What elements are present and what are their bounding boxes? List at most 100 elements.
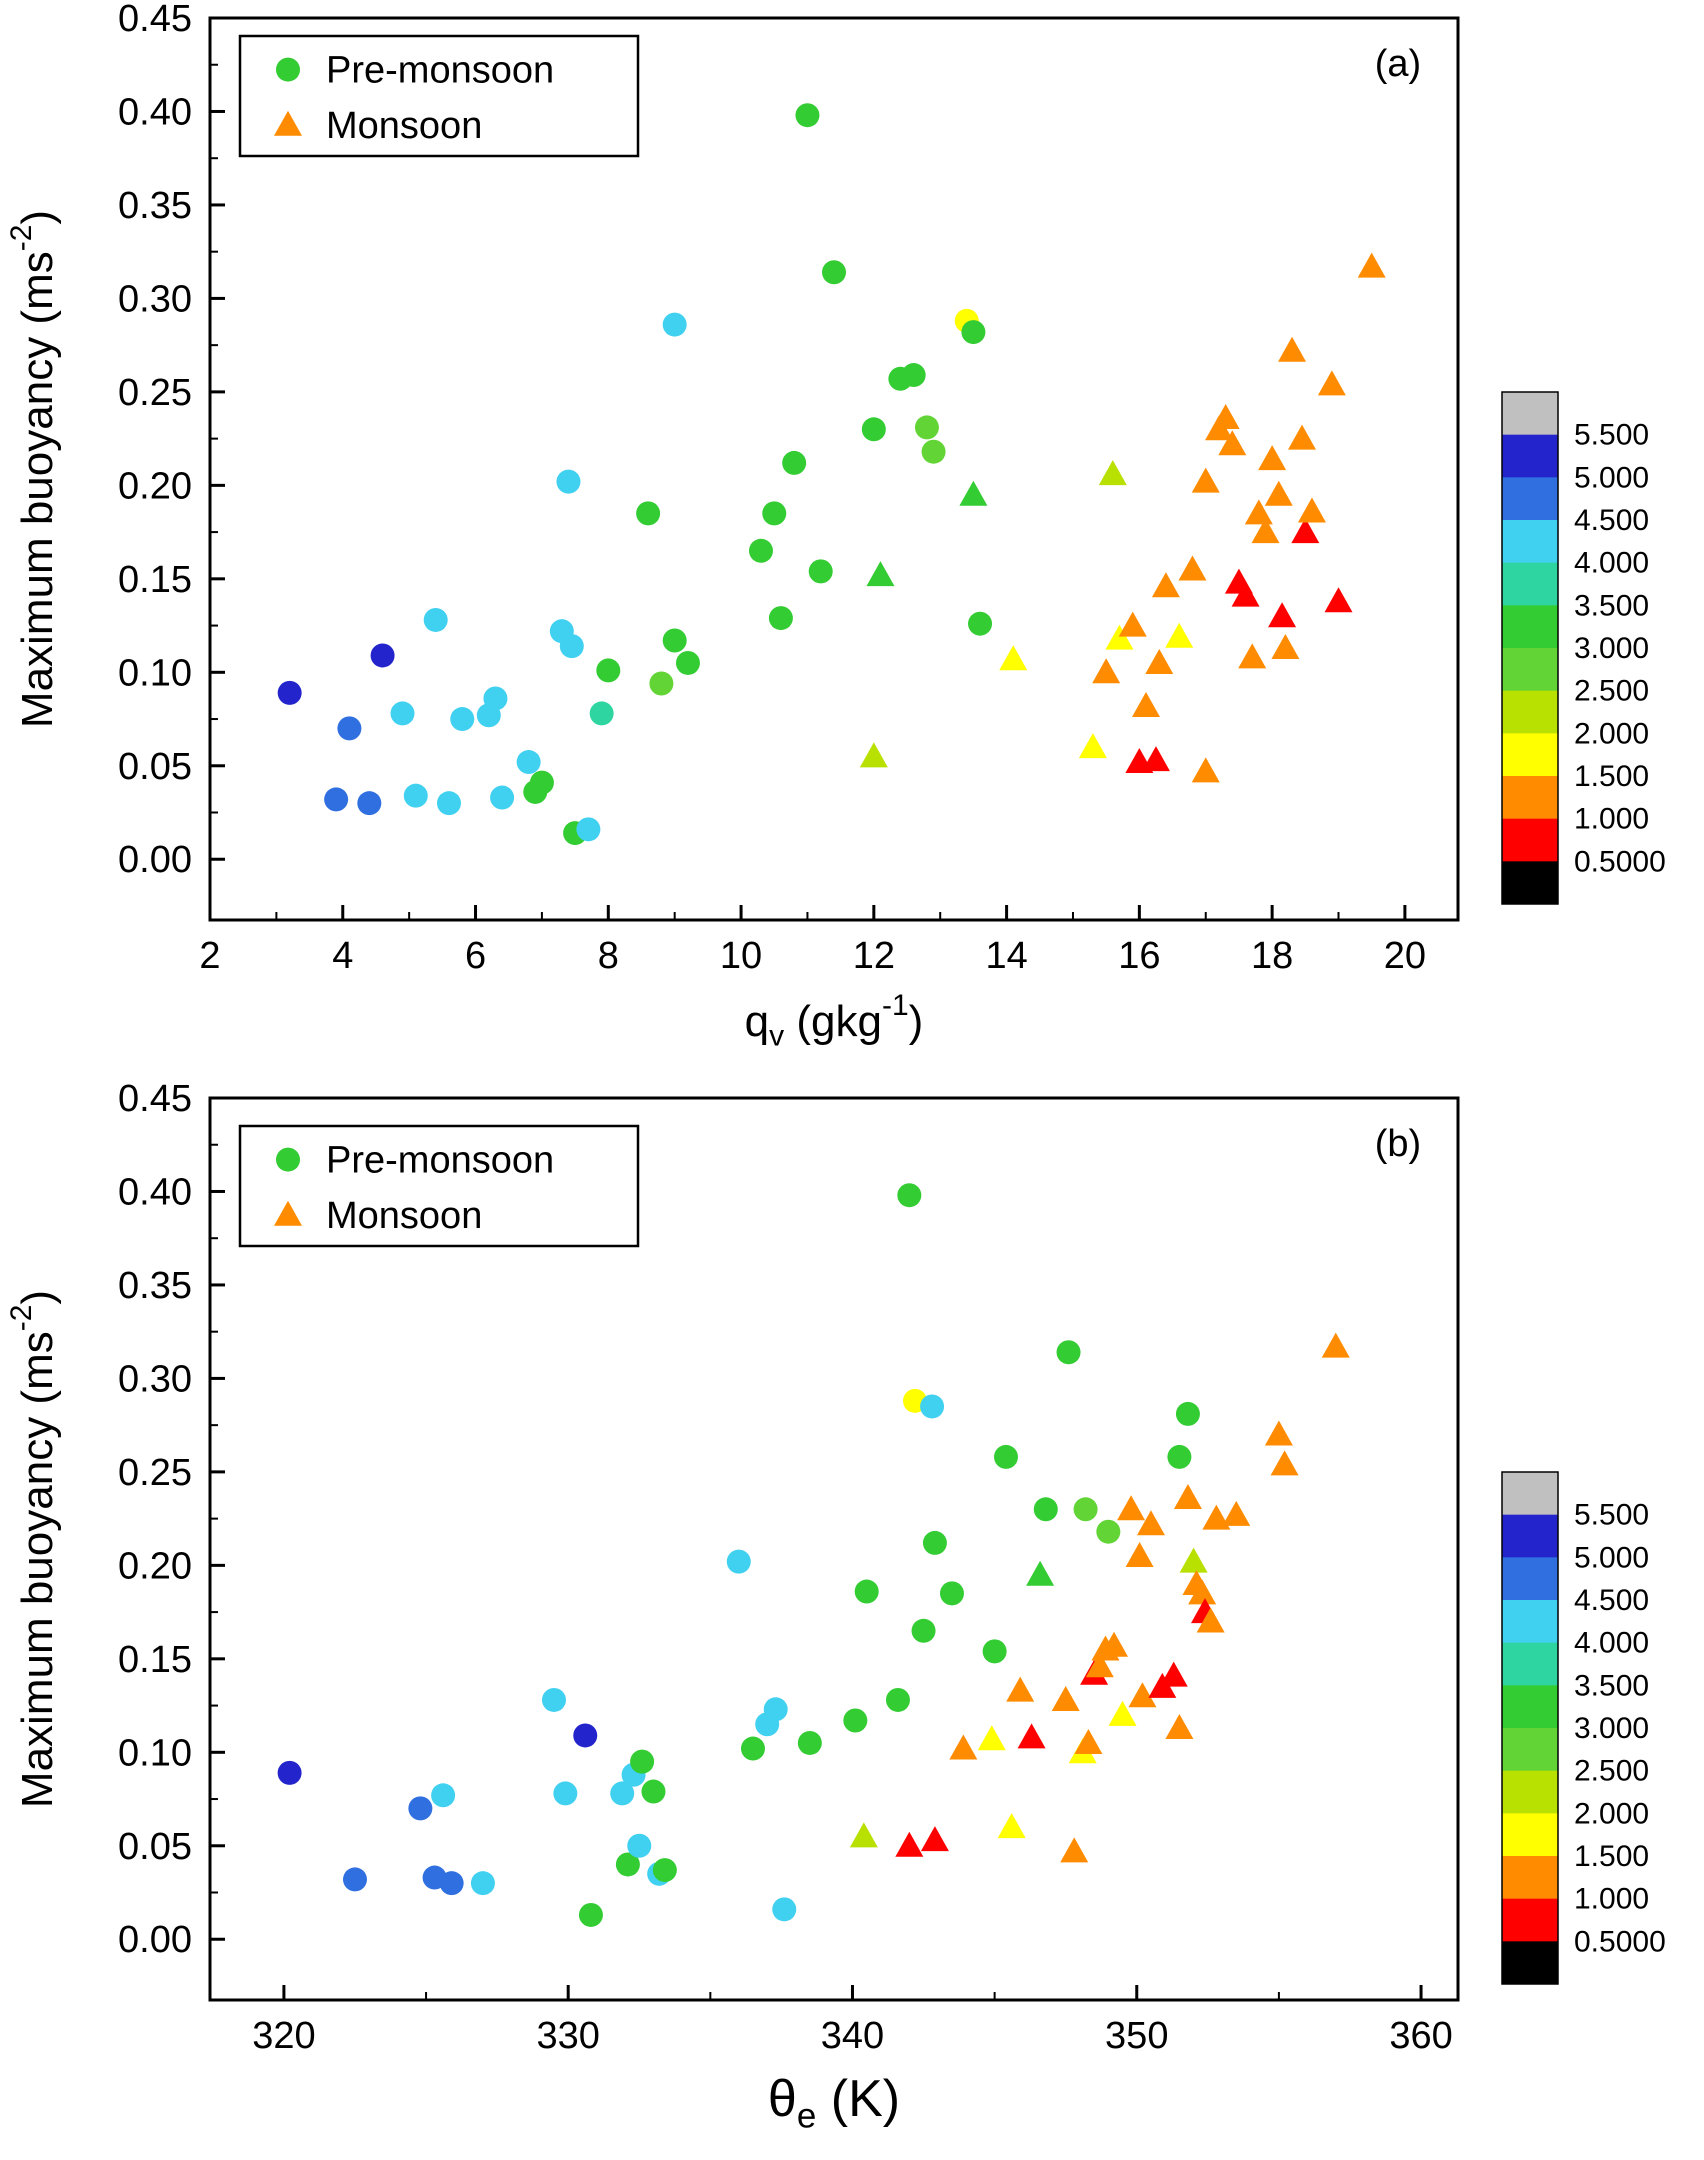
data-point-circle xyxy=(337,716,362,741)
colorbar-label: 1.500 xyxy=(1574,760,1649,793)
colorbar-outline xyxy=(1501,391,1559,905)
colorbar-segment xyxy=(1502,477,1558,521)
data-point-circle xyxy=(1073,1497,1098,1522)
data-point-triangle xyxy=(1118,611,1147,637)
data-point-circle xyxy=(553,1781,578,1806)
axes: 320 330 340 350 360 0.00 0.05 0.10 0.15 0.20 0.25 0… xyxy=(118,1080,1453,2057)
data-point-triangle xyxy=(1151,572,1180,598)
colorbar-segment xyxy=(1502,733,1558,777)
legend-label: Monsoon xyxy=(326,105,482,147)
data-point-circle xyxy=(1056,1340,1081,1365)
y-tick-label: 0.35 xyxy=(118,1265,192,1307)
colorbar-segment xyxy=(1502,1685,1558,1729)
data-point-triangle xyxy=(1317,370,1346,396)
x-tick-label: 330 xyxy=(536,2015,599,2057)
data-point-circle xyxy=(740,1736,765,1761)
colorbar-label: 1.500 xyxy=(1574,1840,1649,1873)
data-point-triangle xyxy=(1100,1631,1129,1657)
legend-label: Pre-monsoon xyxy=(326,50,554,92)
colorbar-label: 4.500 xyxy=(1574,1584,1649,1617)
data-point-triangle xyxy=(1278,336,1307,362)
data-point-triangle xyxy=(1141,746,1170,772)
data-point-circle xyxy=(277,1760,302,1785)
data-point-circle xyxy=(854,1579,879,1604)
axes: 2 4 6 8 10 12 14 16 18 20 0.00 0.05 0.10 0.15 0.20 0.25… xyxy=(118,0,1426,977)
data-point-circle xyxy=(529,770,554,795)
data-point-circle xyxy=(885,1687,910,1712)
data-point-circle xyxy=(822,260,846,285)
colorbar-label: 3.500 xyxy=(1574,589,1649,622)
data-point-circle xyxy=(901,363,926,388)
data-point-circle xyxy=(921,439,946,464)
legend-marker-circle xyxy=(276,1147,300,1172)
data-point-triangle xyxy=(1017,1723,1046,1749)
y-tick-label: 0.05 xyxy=(118,1826,192,1868)
scatter-panel-b: 320 330 340 350 360 0.00 0.05 0.10 0.15 0.20 0.25 0… xyxy=(5,1080,1666,2135)
data-point-circle xyxy=(615,1852,640,1877)
y-tick-label: 0.15 xyxy=(118,559,192,601)
data-point-triangle xyxy=(1288,424,1316,450)
data-point-triangle xyxy=(1173,1484,1202,1510)
data-point-circle xyxy=(911,1618,936,1643)
colorbar-label: 2.000 xyxy=(1574,717,1649,750)
data-point-circle xyxy=(483,686,508,711)
y-tick-label: 0.30 xyxy=(118,278,192,320)
data-point-circle xyxy=(370,643,395,668)
colorbar-label: 5.500 xyxy=(1574,1499,1649,1532)
data-point-circle xyxy=(516,750,541,775)
data-point-circle xyxy=(861,417,886,442)
y-axis-title: Maximum buoyancy (ms-2) xyxy=(5,1290,62,1808)
data-point-circle xyxy=(675,650,700,675)
data-point-triangle xyxy=(1202,1504,1231,1530)
data-point-triangle xyxy=(1165,1713,1194,1739)
y-tick-label: 0.00 xyxy=(118,839,192,881)
data-point-triangle xyxy=(1357,252,1386,278)
data-point-circle xyxy=(589,701,614,726)
data-point-circle xyxy=(1175,1401,1200,1426)
plot-frame xyxy=(208,16,1460,922)
colorbar-segment xyxy=(1502,1728,1558,1772)
data-point-circle xyxy=(922,1530,947,1555)
data-point-triangle xyxy=(1271,633,1300,659)
colorbar-segment xyxy=(1502,1898,1558,1942)
colorbar-label: 4.000 xyxy=(1574,1627,1649,1660)
data-point-triangle xyxy=(849,1822,878,1848)
panel-label: (a) xyxy=(1375,43,1421,85)
y-tick-label: 0.25 xyxy=(118,372,192,414)
x-tick-label: 4 xyxy=(332,935,353,977)
data-point-circle xyxy=(652,1858,677,1883)
colorbar-segment xyxy=(1502,818,1558,862)
data-point-triangle xyxy=(1297,497,1326,523)
data-point-circle xyxy=(726,1549,751,1574)
plot-b: 320 330 340 350 360 0.00 0.05 0.10 0.15 0.20 0.25 0… xyxy=(5,1080,1666,2135)
plot-frame xyxy=(208,1096,1460,2002)
data-point-triangle xyxy=(959,480,988,506)
y-tick-label: 0.00 xyxy=(118,1919,192,1961)
legend-marker-circle xyxy=(276,57,300,82)
colorbar-label: 4.500 xyxy=(1574,504,1649,537)
data-point-triangle xyxy=(1178,555,1207,581)
data-point-circle xyxy=(641,1779,666,1804)
data-point-circle xyxy=(408,1796,433,1821)
data-point-triangle xyxy=(1105,624,1134,650)
data-point-triangle xyxy=(920,1826,949,1852)
colorbar-outline xyxy=(1501,1471,1559,1985)
data-point-triangle xyxy=(1238,643,1267,669)
data-point-circle xyxy=(403,783,428,808)
data-point-circle xyxy=(1033,1497,1058,1522)
data-point-circle xyxy=(772,1897,797,1922)
data-point-triangle xyxy=(1125,1542,1154,1568)
y-tick-label: 0.15 xyxy=(118,1639,192,1681)
x-tick-label: 20 xyxy=(1384,935,1426,977)
data-point-circle xyxy=(390,701,415,726)
data-point-circle xyxy=(423,607,448,632)
data-point-triangle xyxy=(1078,733,1107,759)
x-tick-label: 14 xyxy=(985,935,1027,977)
legend-label: Pre-monsoon xyxy=(326,1140,554,1182)
colorbar-segment xyxy=(1502,1941,1558,1985)
data-point-circle xyxy=(636,501,661,526)
data-point-triangle xyxy=(1270,1450,1299,1476)
scatter-panel-a: 2 4 6 8 10 12 14 16 18 20 0.00 0.05 0.10 0.15 0.20 0.25… xyxy=(5,0,1666,1053)
data-point-circle xyxy=(808,559,833,584)
data-point-triangle xyxy=(859,742,888,768)
